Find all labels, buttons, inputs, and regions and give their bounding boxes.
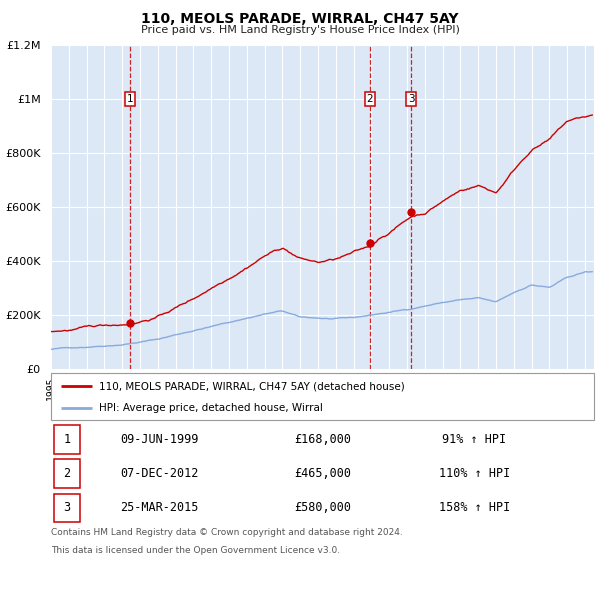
Text: 2: 2	[63, 467, 70, 480]
Text: 25-MAR-2015: 25-MAR-2015	[121, 502, 199, 514]
Text: 07-DEC-2012: 07-DEC-2012	[121, 467, 199, 480]
Text: 1: 1	[63, 433, 70, 446]
Text: Contains HM Land Registry data © Crown copyright and database right 2024.: Contains HM Land Registry data © Crown c…	[51, 528, 403, 537]
Text: 110, MEOLS PARADE, WIRRAL, CH47 5AY: 110, MEOLS PARADE, WIRRAL, CH47 5AY	[141, 12, 459, 26]
Text: 3: 3	[63, 502, 70, 514]
Text: 1: 1	[127, 94, 133, 104]
Bar	[54, 494, 80, 522]
Text: 110, MEOLS PARADE, WIRRAL, CH47 5AY (detached house): 110, MEOLS PARADE, WIRRAL, CH47 5AY (det…	[99, 381, 404, 391]
Text: 158% ↑ HPI: 158% ↑ HPI	[439, 502, 510, 514]
Text: 09-JUN-1999: 09-JUN-1999	[121, 433, 199, 446]
Text: 110% ↑ HPI: 110% ↑ HPI	[439, 467, 510, 480]
Bar	[54, 460, 80, 488]
Text: 3: 3	[408, 94, 415, 104]
Text: £465,000: £465,000	[294, 467, 351, 480]
Text: HPI: Average price, detached house, Wirral: HPI: Average price, detached house, Wirr…	[99, 403, 323, 413]
Text: £168,000: £168,000	[294, 433, 351, 446]
Text: 2: 2	[367, 94, 373, 104]
Bar	[54, 425, 80, 454]
Text: This data is licensed under the Open Government Licence v3.0.: This data is licensed under the Open Gov…	[51, 546, 340, 555]
Text: 91% ↑ HPI: 91% ↑ HPI	[442, 433, 506, 446]
Text: £580,000: £580,000	[294, 502, 351, 514]
Text: Price paid vs. HM Land Registry's House Price Index (HPI): Price paid vs. HM Land Registry's House …	[140, 25, 460, 35]
